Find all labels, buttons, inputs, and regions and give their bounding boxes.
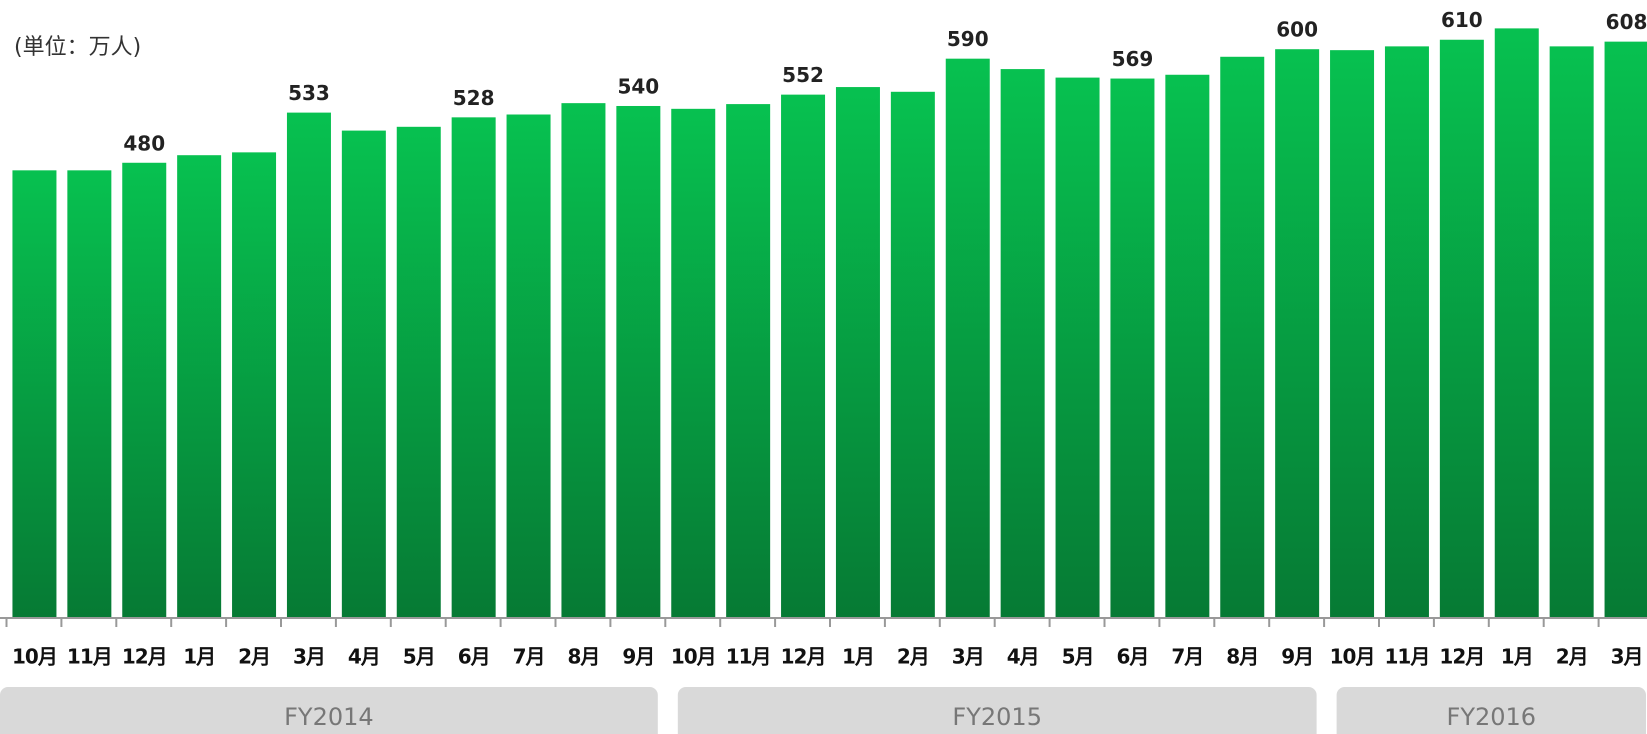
x-tick-label: 7月 xyxy=(513,645,545,669)
bar xyxy=(1604,41,1647,617)
x-tick-label: 11月 xyxy=(67,645,112,669)
bar xyxy=(890,91,935,617)
x-tick-label: 10月 xyxy=(671,645,716,669)
x-tick-label: 5月 xyxy=(1062,645,1094,669)
x-tick-label: 6月 xyxy=(458,645,490,669)
data-label: 552 xyxy=(782,63,824,87)
x-tick-label: 2月 xyxy=(238,645,270,669)
bar xyxy=(286,112,331,617)
group-label: FY2016 xyxy=(1447,703,1537,731)
bar xyxy=(1549,46,1594,618)
x-tick-label: 3月 xyxy=(1611,645,1643,669)
data-label: 540 xyxy=(617,74,659,98)
x-tick-label: 2月 xyxy=(1556,645,1588,669)
group-label: FY2014 xyxy=(284,703,374,731)
x-tick-label: 10月 xyxy=(12,645,57,669)
group-box xyxy=(0,687,658,734)
bar xyxy=(341,130,386,617)
data-label: 610 xyxy=(1441,8,1483,32)
bar xyxy=(1220,56,1265,618)
x-tick-label: 3月 xyxy=(293,645,325,669)
x-tick-label: 3月 xyxy=(952,645,984,669)
x-tick-label: 8月 xyxy=(1226,645,1258,669)
x-tick-label: 11月 xyxy=(1385,645,1430,669)
bar xyxy=(1000,69,1045,617)
data-label: 528 xyxy=(453,86,495,110)
x-tick-label: 6月 xyxy=(1116,645,1148,669)
bar xyxy=(835,87,880,618)
bar xyxy=(1494,28,1539,617)
data-label: 600 xyxy=(1276,18,1318,42)
x-tick-label: 1月 xyxy=(1501,645,1533,669)
bar xyxy=(506,114,551,617)
bar xyxy=(1275,49,1320,617)
x-tick-label: 4月 xyxy=(1007,645,1039,669)
bar xyxy=(396,126,441,617)
unit-label: (単位：万人) xyxy=(14,35,141,60)
data-label: 569 xyxy=(1112,47,1154,71)
x-tick-label: 9月 xyxy=(1281,645,1313,669)
bar xyxy=(726,104,771,617)
x-tick-label: 12月 xyxy=(781,645,826,669)
bar xyxy=(1165,74,1210,617)
bar xyxy=(177,155,222,617)
bar xyxy=(1055,77,1100,618)
bar xyxy=(781,94,826,618)
bar xyxy=(1384,46,1429,618)
group-label: FY2015 xyxy=(952,703,1042,731)
bar xyxy=(616,105,661,617)
bar xyxy=(232,152,277,617)
x-tick-label: 12月 xyxy=(1439,645,1484,669)
group-box xyxy=(677,687,1317,734)
data-label: 480 xyxy=(123,131,165,155)
data-label: 533 xyxy=(288,81,330,105)
x-tick-label: 12月 xyxy=(122,645,167,669)
data-label: 590 xyxy=(947,27,989,51)
x-tick-label: 10月 xyxy=(1330,645,1375,669)
bar xyxy=(1110,78,1155,617)
x-tick-label: 1月 xyxy=(183,645,215,669)
data-label: 608 xyxy=(1606,10,1647,34)
bar xyxy=(12,170,57,618)
x-tick-label: 8月 xyxy=(567,645,599,669)
x-tick-label: 4月 xyxy=(348,645,380,669)
x-tick-label: 11月 xyxy=(726,645,771,669)
bar xyxy=(1330,50,1375,617)
bar xyxy=(561,103,606,617)
bar xyxy=(945,58,990,618)
group-box xyxy=(1336,687,1646,734)
x-tick-label: 2月 xyxy=(897,645,929,669)
bar xyxy=(122,162,167,617)
bar xyxy=(671,108,716,617)
bar xyxy=(67,170,112,618)
bar xyxy=(1439,39,1484,617)
bar xyxy=(451,117,496,617)
x-tick-label: 9月 xyxy=(622,645,654,669)
x-tick-label: 1月 xyxy=(842,645,874,669)
x-tick-label: 5月 xyxy=(403,645,435,669)
x-tick-label: 7月 xyxy=(1171,645,1203,669)
